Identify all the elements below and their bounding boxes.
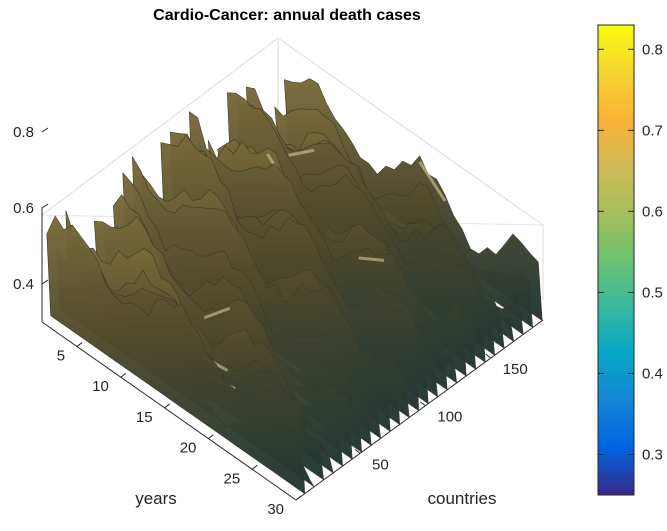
colorbar-tick-label: 0.5 [642,284,663,301]
countries-tick-label: 150 [503,361,528,378]
colorbar-tick-label: 0.7 [642,122,663,139]
z-tick-mark [41,203,49,209]
colorbar-tick-label: 0.3 [642,446,663,463]
surface-highlight [203,306,231,320]
surface-highlight [358,256,385,262]
surface-highlight [418,160,447,202]
colorbar: 0.3 0.4 0.5 0.6 0.7 0.8 [597,24,663,496]
countries-tick-mark [420,401,426,407]
years-axis-line [41,321,297,501]
surface-mesh [46,78,543,495]
countries-axis-label: countries [428,489,497,508]
countries-axis-line [295,319,544,501]
years-tick-mark [208,434,214,440]
countries-tick-label: 100 [437,409,462,426]
z-tick-label: 0.8 [13,124,34,141]
colorbar-ticks: 0.3 0.4 0.5 0.6 0.7 0.8 [598,41,663,463]
years-tick-mark [295,495,302,501]
years-tick-label: 10 [92,378,109,395]
years-tick-mark [164,403,170,409]
z-tick-label: 0.4 [13,276,34,293]
years-axis-label: years [135,489,177,508]
colorbar-tick-label: 0.6 [642,203,663,220]
colorbar-scale [597,24,635,496]
years-tick-label: 5 [57,348,65,365]
z-tick-mark [41,127,49,133]
z-tick-mark [41,279,49,285]
years-tick-label: 20 [180,440,197,457]
years-tick-mark [251,464,258,470]
years-tick-mark [120,372,127,378]
countries-tick-label: 50 [372,456,389,473]
years-tick-label: 15 [136,409,153,426]
chart-title: Cardio-Cancer: annual death cases [153,7,421,24]
colorbar-tick-label: 0.4 [642,365,663,382]
z-tick-label: 0.6 [13,200,34,217]
colorbar-tick-label: 0.8 [642,41,663,58]
years-tick-label: 25 [224,470,241,487]
countries-tick-mark [485,353,492,359]
countries-tick-mark [354,448,361,454]
surface-highlight [288,148,315,157]
axis-ticks: 0.4 0.6 0.8 5 10 15 20 25 30 50 100 150 [13,124,528,518]
years-tick-mark [76,342,83,347]
axis-lines [41,208,544,501]
years-tick-label: 30 [267,501,284,518]
